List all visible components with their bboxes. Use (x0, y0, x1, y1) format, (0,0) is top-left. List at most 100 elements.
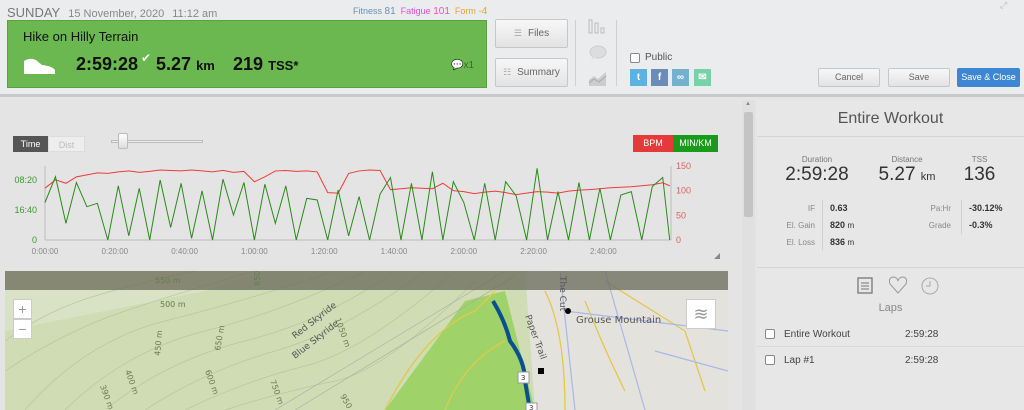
workout-distance: 5.27 km (156, 54, 215, 75)
save-close-button[interactable]: Save & Close (957, 68, 1020, 87)
map-header-band (5, 271, 728, 290)
x-tick-label: 1:00:00 (241, 247, 268, 256)
divider (822, 200, 823, 250)
workout-card: Hike on Hilly Terrain 2:59:28 ✔ 5.27 km … (7, 20, 487, 88)
email-share-icon[interactable]: ✉ (694, 69, 711, 86)
workout-tss: 219 TSS* (233, 54, 298, 75)
pace-tick-label: 16:40 (14, 205, 37, 215)
summary-button[interactable]: ☷ Summary (495, 58, 568, 87)
date-line: SUNDAY 15 November, 2020 11:12 am (7, 5, 217, 20)
map-canvas[interactable]: 550 m 500 m 850 m 450 m 650 m 600 m 400 … (5, 271, 728, 410)
route-map[interactable]: 550 m 500 m 850 m 450 m 650 m 600 m 400 … (5, 271, 728, 410)
distance-number: 5.27 (878, 164, 916, 185)
summary-label: Summary (517, 67, 560, 78)
distance-unit: km (196, 58, 215, 73)
scrollbar-thumb[interactable] (744, 112, 753, 217)
workout-header: SUNDAY 15 November, 2020 11:12 am Fitness … (0, 0, 1024, 97)
x-tick-label: 0:20:00 (101, 247, 128, 256)
zoom-out-button[interactable]: − (13, 319, 32, 339)
duration-value: 2:59:28 (785, 164, 849, 185)
layers-icon[interactable]: ≋ (686, 299, 716, 329)
resize-handle-icon[interactable] (714, 253, 720, 259)
date-label: 15 November, 2020 (68, 8, 165, 20)
grade-label: Grade (928, 221, 951, 230)
pace-series-line (44, 168, 671, 241)
grade-value: -0.3% (969, 220, 993, 230)
bpm-legend-button[interactable]: BPM (633, 135, 673, 152)
x-tick-label: 2:00:00 (450, 247, 477, 256)
lap-time: 2:59:28 (905, 354, 939, 366)
workout-duration: 2:59:28 (76, 54, 139, 74)
gain-unit: m (847, 221, 855, 230)
public-label: Public (645, 52, 673, 63)
zoom-in-button[interactable]: + (13, 299, 32, 319)
map-label: 650 m (213, 324, 226, 351)
lap-marker[interactable]: 3 (521, 374, 525, 382)
heart-icon[interactable] (888, 276, 908, 294)
shoe-icon (24, 58, 55, 74)
fatigue-label: Fatigue (400, 6, 431, 16)
public-checkbox[interactable]: Public (630, 52, 672, 63)
facebook-share-icon[interactable]: f (651, 69, 668, 86)
pahr-value: -30.12% (969, 203, 1003, 213)
fitness-metrics: Fitness 81 Fatigue 101 Form -4 (353, 6, 487, 17)
clock-icon[interactable] (921, 277, 939, 295)
time-label: 11:12 am (172, 8, 218, 20)
x-tick-label: 0:40:00 (171, 247, 198, 256)
x-tick-label: 2:20:00 (520, 247, 547, 256)
scroll-up-icon[interactable]: ▲ (745, 101, 751, 107)
grid-icon: ☷ (503, 67, 512, 77)
time-toggle[interactable]: Time (13, 136, 48, 152)
distance-label: Distance (891, 155, 923, 164)
distance-unit: km (920, 171, 936, 183)
save-button[interactable]: Save (888, 68, 950, 87)
divider (757, 267, 1024, 268)
gain-label: El. Gain (786, 221, 815, 230)
comment-bubble-icon[interactable] (588, 45, 608, 61)
map-label: 450 m (153, 330, 164, 356)
bpm-tick-label: 100 (676, 186, 691, 196)
bpm-series-line (44, 169, 670, 196)
x-tick-label: 0:00:00 (32, 247, 59, 256)
divider (616, 20, 617, 86)
map-label: 550 m (155, 276, 181, 285)
divider (961, 200, 962, 234)
duration-label: Duration (801, 155, 833, 164)
lap-marker[interactable]: 3 (529, 404, 533, 410)
lap-checkbox[interactable] (765, 355, 775, 365)
workout-title[interactable]: Hike on Hilly Terrain (23, 29, 139, 44)
divider (757, 346, 1024, 347)
comments-label: x1 (463, 60, 475, 71)
dist-toggle[interactable]: Dist (48, 136, 85, 152)
clipboard-icon[interactable] (857, 276, 873, 294)
lap-name: Entire Workout (784, 328, 850, 340)
lap-row[interactable]: Entire Workout 2:59:28 (765, 322, 1015, 346)
lap-checkbox[interactable] (765, 329, 775, 339)
checkbox[interactable] (630, 52, 640, 63)
bar-chart-icon[interactable] (588, 19, 606, 35)
map-label: 500 m (160, 300, 186, 309)
cancel-button[interactable]: Cancel (818, 68, 880, 87)
distance-value: 5.27 (156, 54, 192, 74)
map-label: The Cut (557, 275, 567, 312)
pace-legend-button[interactable]: MIN/KM (673, 135, 718, 152)
comments-count[interactable]: 💬x1 (451, 60, 474, 71)
twitter-share-icon[interactable]: t (630, 69, 647, 86)
link-share-icon[interactable]: ∞ (672, 69, 689, 86)
files-button[interactable]: ☰ Files (495, 19, 568, 48)
area-chart-icon[interactable] (588, 70, 608, 87)
tss-unit: TSS* (268, 58, 299, 73)
map-label: 850 m (253, 271, 262, 286)
map-label: Grouse Mountain (576, 315, 661, 326)
expand-icon[interactable]: ⤢ (1000, 0, 1008, 10)
bpm-tick-label: 150 (676, 161, 691, 171)
if-label: IF (807, 204, 815, 213)
slider-handle[interactable] (118, 133, 128, 149)
pace-tick-label: 08:20 (14, 175, 37, 185)
loss-value: 836 (830, 237, 846, 247)
workout-chart[interactable]: 0:00:00 0:20:00 0:40:00 1:00:00 1:20:00 1:40:… (0, 155, 740, 267)
form-label: Form (454, 6, 476, 16)
zoom-slider[interactable] (111, 140, 203, 143)
lap-row[interactable]: Lap #1 2:59:28 (765, 348, 1015, 372)
gain-value: 820 (830, 220, 846, 230)
